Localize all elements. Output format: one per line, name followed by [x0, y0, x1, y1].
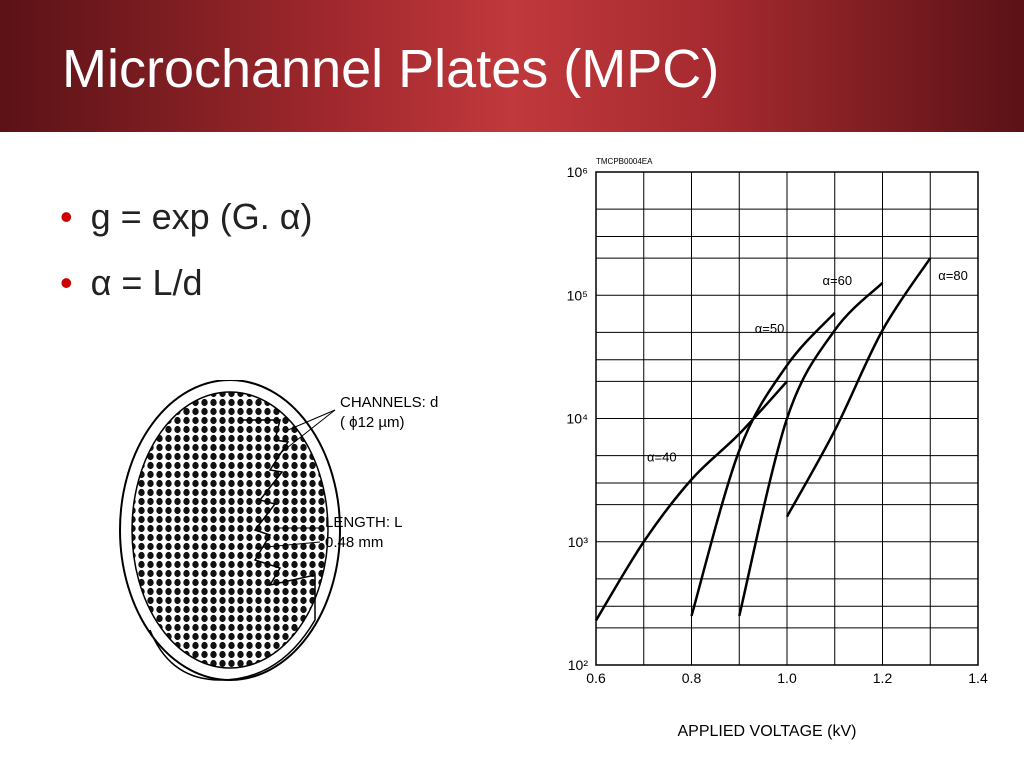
- gain-curve: [690, 311, 836, 617]
- cutaway: [149, 419, 316, 681]
- x-tick-label: 0.8: [682, 670, 702, 686]
- diagram-label: CHANNELS: d: [340, 394, 438, 411]
- y-axis-label: GAIN: [530, 379, 534, 418]
- x-tick-label: 0.6: [586, 670, 606, 686]
- bullet: • α = L/d: [60, 262, 203, 303]
- leader: [254, 541, 321, 549]
- x-axis-label: APPLIED VOLTAGE (kV): [677, 723, 856, 740]
- gain-curve: [738, 281, 884, 617]
- leader: [287, 409, 336, 431]
- leader: [277, 409, 336, 456]
- gain-curve: [785, 257, 932, 518]
- gain-chart: 0.6 0.8 1.0 1.2 1.4 10² 10³ 10⁴ 10⁵ 10⁶ TMCPB0004E…: [530, 157, 988, 740]
- curve-label: α=80: [938, 268, 968, 283]
- y-tick-label: 10²: [568, 657, 589, 673]
- diagram-label: 0.48 mm: [325, 534, 383, 551]
- bullet: • g = exp (G. α): [60, 196, 313, 237]
- y-tick-label: 10³: [568, 534, 589, 550]
- x-tick-label: 1.2: [873, 670, 893, 686]
- mcp-diagram: CHANNELS: d ( ϕ12 µm) LENGTH: L 0.48 mm: [119, 380, 438, 681]
- diagram-label: LENGTH: L: [325, 514, 403, 531]
- bullet-text: α = L/d: [90, 262, 203, 303]
- plate-face: [131, 391, 329, 669]
- bullet-text: g = exp (G. α): [90, 196, 313, 237]
- header: Microchannel Plates (MPC): [0, 0, 1024, 132]
- slide-title: Microchannel Plates (MPC): [62, 39, 720, 99]
- y-tick-label: 10⁵: [567, 287, 588, 303]
- diagram-label: ( ϕ12 µm): [340, 414, 405, 431]
- y-tick-label: 10⁴: [566, 411, 588, 427]
- x-tick-label: 1.0: [777, 670, 797, 686]
- curve-label: α=50: [755, 321, 785, 336]
- y-tick-label: 10⁶: [567, 164, 588, 180]
- chart-code: TMCPB0004EA: [596, 157, 653, 166]
- x-tick-label: 1.4: [968, 670, 988, 686]
- curve-label: α=40: [647, 449, 677, 464]
- curve-label: α=60: [823, 273, 853, 288]
